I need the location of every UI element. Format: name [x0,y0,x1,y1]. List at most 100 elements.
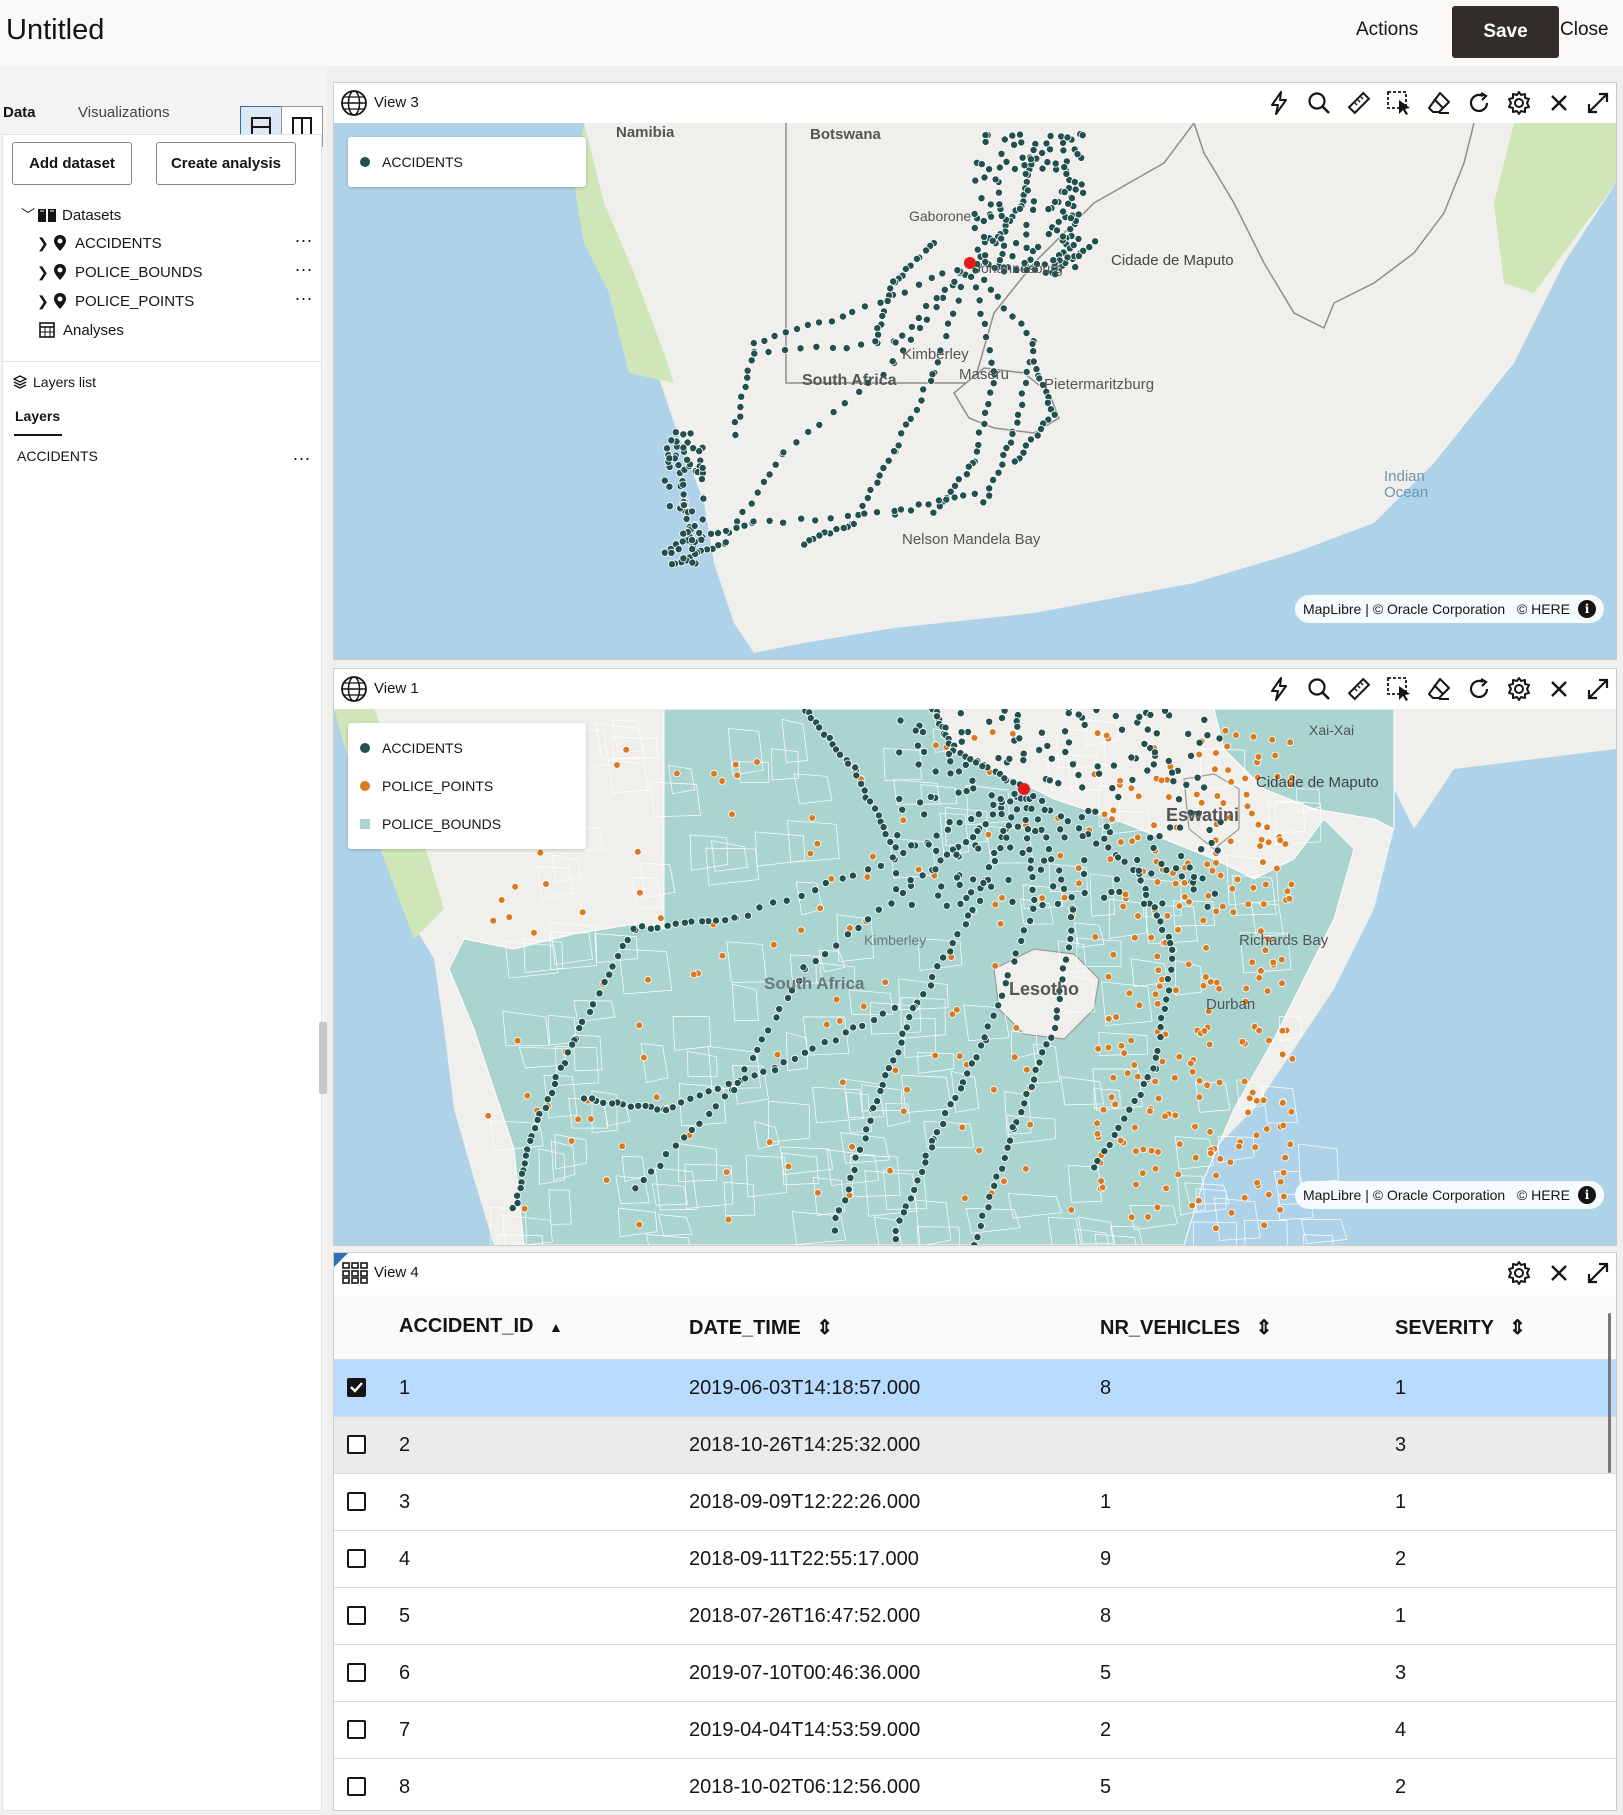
accident-marker[interactable] [1031,1065,1040,1074]
accident-marker[interactable] [915,280,924,289]
accident-marker[interactable] [900,288,909,297]
accident-marker[interactable] [797,891,806,900]
accident-marker[interactable] [953,873,962,882]
accident-marker[interactable] [1195,738,1204,747]
accident-marker[interactable] [953,930,962,939]
police-point-marker[interactable] [1263,823,1271,832]
accident-marker[interactable] [1051,1023,1060,1032]
accident-marker[interactable] [1066,214,1075,223]
accident-marker[interactable] [916,798,925,807]
accident-marker[interactable] [1019,926,1028,935]
accident-marker[interactable] [521,1151,530,1160]
accident-marker[interactable] [1069,241,1078,250]
accident-marker[interactable] [1069,905,1078,914]
police-point-marker[interactable] [1171,1111,1180,1120]
accident-marker[interactable] [860,786,869,795]
police-point-marker[interactable] [622,745,631,754]
accident-marker[interactable] [838,312,847,321]
accident-marker[interactable] [1029,205,1038,214]
accident-marker[interactable] [1060,833,1069,842]
accident-marker[interactable] [1152,729,1161,738]
accident-marker[interactable] [978,1211,987,1220]
police-point-marker[interactable] [827,875,836,883]
accident-marker[interactable] [974,844,983,853]
accident-marker[interactable] [1095,769,1104,778]
police-point-marker[interactable] [1283,887,1292,896]
accident-marker[interactable] [985,346,994,355]
accident-marker[interactable] [892,885,901,894]
police-point-marker[interactable] [1125,989,1134,998]
accident-marker[interactable] [977,160,986,169]
accident-marker[interactable] [831,1036,840,1045]
police-point-marker[interactable] [1251,1143,1259,1152]
accident-marker[interactable] [998,1164,1007,1173]
accident-marker[interactable] [987,882,996,891]
accident-marker[interactable] [720,1092,729,1101]
police-point-marker[interactable] [1280,1192,1288,1201]
accident-marker[interactable] [1105,1140,1114,1149]
accident-marker[interactable] [1158,899,1167,908]
accident-marker[interactable] [608,962,617,971]
police-point-marker[interactable] [1215,984,1223,993]
police-point-marker[interactable] [1195,1077,1204,1085]
accident-marker[interactable] [1115,887,1124,896]
accident-marker[interactable] [1156,1033,1165,1042]
accident-marker[interactable] [878,1009,887,1018]
accident-marker[interactable] [1017,138,1026,147]
accident-marker[interactable] [933,358,942,367]
accident-marker[interactable] [924,840,933,849]
accident-marker[interactable] [894,1048,903,1057]
police-point-marker[interactable] [1278,1050,1287,1059]
police-point-marker[interactable] [1138,1169,1147,1177]
accident-marker[interactable] [1167,965,1176,974]
accident-marker[interactable] [1019,448,1028,457]
accident-marker[interactable] [1055,986,1064,995]
accident-marker[interactable] [1074,251,1083,260]
accident-marker[interactable] [517,1169,526,1178]
accident-marker[interactable] [713,529,722,538]
police-point-marker[interactable] [530,928,538,937]
accident-marker[interactable] [927,376,936,385]
accident-marker[interactable] [997,149,1006,158]
accident-marker[interactable] [942,495,951,504]
police-point-marker[interactable] [1276,1205,1284,1214]
accident-marker[interactable] [869,1103,878,1112]
accident-marker[interactable] [932,846,941,855]
accident-marker[interactable] [898,1029,907,1038]
police-point-marker[interactable] [731,760,740,769]
accident-marker[interactable] [623,936,632,945]
legend-item[interactable]: ACCIDENTS [348,729,586,767]
accident-marker[interactable] [1151,1053,1160,1062]
accident-marker[interactable] [864,378,873,387]
accident-marker[interactable] [839,523,848,532]
accident-marker[interactable] [988,810,997,819]
police-point-marker[interactable] [1203,860,1211,869]
police-point-marker[interactable] [722,1168,731,1176]
accident-marker[interactable] [1026,255,1035,264]
accident-marker[interactable] [764,347,773,356]
accident-marker[interactable] [1010,789,1019,798]
police-point-marker[interactable] [1185,898,1193,906]
police-point-marker[interactable] [673,769,681,778]
accident-marker[interactable] [1054,779,1063,788]
accident-marker[interactable] [674,545,683,554]
accident-marker[interactable] [1058,975,1067,984]
accident-marker[interactable] [1022,367,1031,376]
accident-marker[interactable] [1200,715,1209,724]
police-point-marker[interactable] [958,1123,967,1132]
accident-marker[interactable] [962,470,971,479]
accident-marker[interactable] [1090,1163,1099,1172]
accident-marker[interactable] [1017,1108,1026,1117]
accident-marker[interactable] [981,820,990,829]
accident-marker[interactable] [1051,270,1060,279]
accident-marker[interactable] [1112,875,1121,884]
accident-marker[interactable] [1100,834,1109,843]
accident-marker[interactable] [1026,155,1035,164]
police-point-marker[interactable] [1150,821,1158,829]
police-point-marker[interactable] [1212,859,1220,867]
police-point-marker[interactable] [1269,958,1277,967]
police-point-marker[interactable] [1205,1040,1214,1049]
accident-marker[interactable] [857,340,866,349]
police-point-marker[interactable] [863,873,872,881]
accident-marker[interactable] [1080,856,1089,865]
